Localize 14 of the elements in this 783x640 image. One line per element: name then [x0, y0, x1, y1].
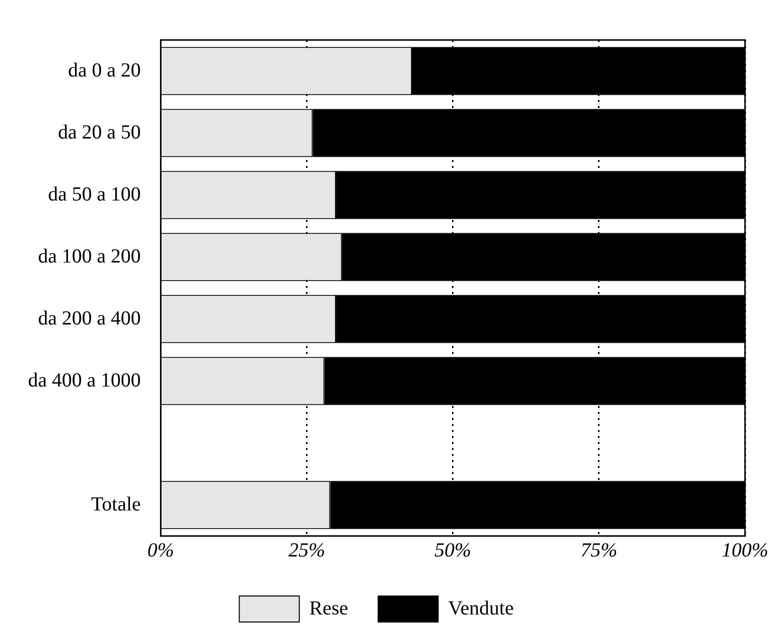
legend-label: Vendute	[448, 597, 514, 620]
y-tick-label: da 100 a 200	[38, 245, 141, 268]
y-tick-label: da 0 a 20	[68, 59, 141, 82]
x-tick-label: 0%	[147, 539, 174, 562]
x-tick-label: 75%	[580, 539, 618, 562]
y-tick-label: Totale	[91, 493, 141, 516]
y-tick-label: da 20 a 50	[58, 121, 141, 144]
x-tick-label: 50%	[434, 539, 472, 562]
x-tick-label: 25%	[288, 539, 326, 562]
legend-label: Rese	[309, 597, 348, 620]
x-tick-label: 100%	[722, 539, 768, 562]
y-tick-label: da 400 a 1000	[28, 369, 141, 392]
y-tick-label: da 200 a 400	[38, 307, 141, 330]
y-tick-label: da 50 a 100	[48, 183, 141, 206]
